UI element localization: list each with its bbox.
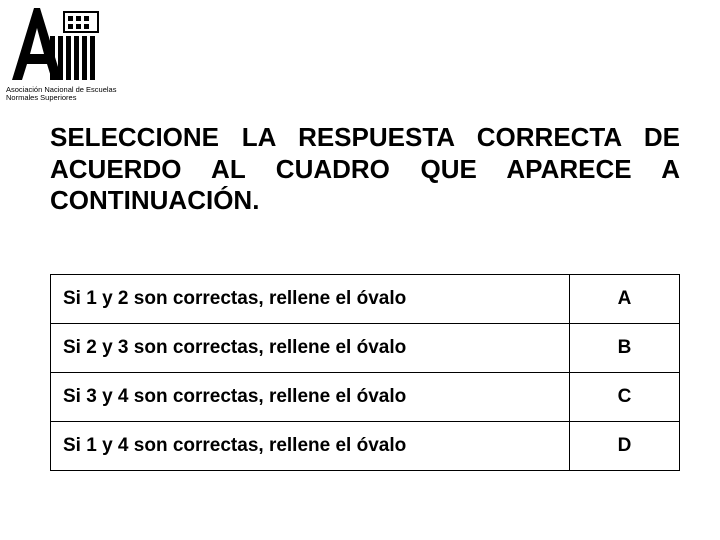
table-row: Si 1 y 4 son correctas, rellene el óvalo… <box>51 422 680 471</box>
letter-cell: C <box>570 373 680 422</box>
logo-caption: Asociación Nacional de Escuelas Normales… <box>6 86 126 103</box>
instruction-cell: Si 3 y 4 son correctas, rellene el óvalo <box>51 373 570 422</box>
table-row: Si 2 y 3 son correctas, rellene el óvalo… <box>51 324 680 373</box>
rules-table-wrap: Si 1 y 2 son correctas, rellene el óvalo… <box>50 274 680 471</box>
letter-cell: B <box>570 324 680 373</box>
logo-icon <box>6 6 106 84</box>
instruction-cell: Si 1 y 4 son correctas, rellene el óvalo <box>51 422 570 471</box>
letter-cell: D <box>570 422 680 471</box>
instruction-cell: Si 1 y 2 son correctas, rellene el óvalo <box>51 275 570 324</box>
letter-cell: A <box>570 275 680 324</box>
logo-block: Asociación Nacional de Escuelas Normales… <box>6 6 126 103</box>
page-heading: SELECCIONE LA RESPUESTA CORRECTA DE ACUE… <box>50 122 680 217</box>
rules-table: Si 1 y 2 son correctas, rellene el óvalo… <box>50 274 680 471</box>
table-row: Si 1 y 2 son correctas, rellene el óvalo… <box>51 275 680 324</box>
instruction-cell: Si 2 y 3 son correctas, rellene el óvalo <box>51 324 570 373</box>
logo-caption-line2: Normales Superiores <box>6 93 76 102</box>
table-row: Si 3 y 4 son correctas, rellene el óvalo… <box>51 373 680 422</box>
